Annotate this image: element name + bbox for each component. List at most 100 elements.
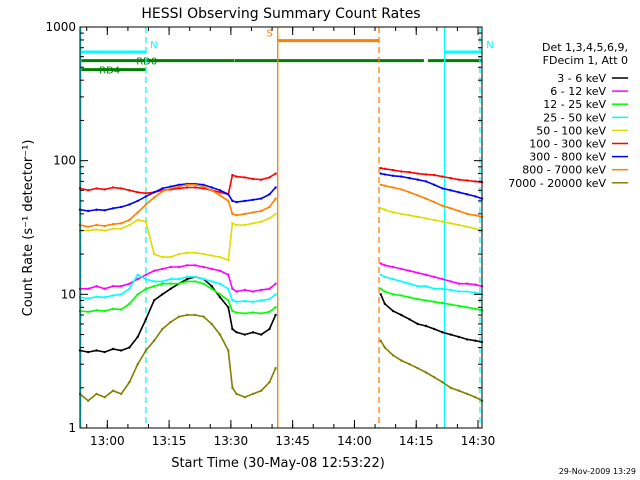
data-point (210, 285, 213, 288)
data-point (383, 264, 386, 267)
data-point (243, 199, 246, 203)
data-point (128, 203, 131, 206)
data-point (449, 207, 452, 210)
data-point (424, 173, 428, 176)
data-point (260, 220, 263, 223)
data-point (136, 277, 139, 281)
data-point (218, 191, 222, 194)
data-point (177, 265, 181, 269)
data-point (457, 389, 461, 392)
data-point (161, 187, 164, 190)
data-point (400, 267, 403, 271)
data-point (449, 386, 452, 389)
data-point (449, 303, 452, 306)
data-point (243, 312, 246, 315)
data-point (185, 251, 189, 254)
data-point (227, 199, 230, 203)
data-point (194, 280, 197, 283)
data-point (243, 176, 246, 179)
series-line (79, 276, 277, 353)
legend-entry-label: 6 - 12 keV (550, 85, 606, 98)
data-point (474, 180, 477, 183)
data-point (474, 307, 477, 310)
data-point (383, 275, 386, 279)
data-point (177, 277, 181, 281)
data-point (95, 295, 98, 298)
data-point (169, 282, 172, 285)
data-point (231, 173, 234, 177)
data-point (424, 197, 428, 200)
data-point (202, 282, 205, 285)
data-point (111, 285, 115, 288)
data-point (268, 205, 271, 209)
data-point (474, 339, 477, 342)
data-point (169, 320, 172, 324)
data-point (120, 349, 123, 352)
data-point (111, 223, 115, 226)
data-point (120, 285, 123, 288)
data-point (111, 307, 115, 310)
data-point (251, 300, 255, 303)
series-line (379, 293, 483, 343)
data-point (128, 287, 131, 290)
data-point (466, 225, 469, 228)
data-point (268, 327, 271, 331)
x-tick-label: 14:30 (461, 434, 496, 448)
data-point (128, 346, 131, 349)
data-point (260, 197, 263, 200)
data-point (120, 227, 123, 230)
legend-entry-label: 100 - 300 keV (529, 138, 606, 151)
data-point (185, 275, 189, 279)
data-point (379, 207, 382, 210)
data-point (400, 188, 403, 191)
data-point (416, 298, 419, 301)
data-point (383, 302, 386, 305)
data-point (231, 199, 234, 203)
data-point (441, 277, 444, 281)
data-point (87, 350, 90, 354)
data-point (243, 212, 246, 216)
data-point (202, 252, 205, 256)
data-point (400, 170, 403, 173)
series-line (80, 264, 277, 293)
data-point (433, 275, 436, 279)
data-point (408, 214, 411, 217)
data-point (449, 288, 452, 292)
data-point (391, 354, 395, 357)
data-point (260, 178, 263, 181)
data-point (474, 214, 477, 217)
data-point (152, 252, 156, 256)
data-point (379, 166, 382, 170)
data-point (103, 350, 106, 354)
data-point (144, 349, 148, 352)
data-point (169, 287, 172, 290)
data-point (274, 186, 277, 189)
data-point (161, 327, 164, 331)
data-point (95, 309, 98, 312)
data-point (161, 293, 164, 296)
data-point (433, 376, 436, 379)
series-line (380, 288, 483, 312)
data-point (218, 189, 222, 192)
data-point (424, 324, 428, 328)
data-point (433, 218, 436, 222)
data-point (457, 282, 461, 285)
data-point (136, 363, 139, 366)
data-point (227, 299, 230, 302)
data-point (136, 218, 139, 222)
data-point (379, 262, 382, 265)
data-point (128, 282, 131, 285)
data-point (120, 187, 123, 190)
data-point (260, 288, 263, 292)
series-line (79, 273, 277, 303)
x-axis-label: Start Time (30-May-08 12:53:22) (171, 456, 385, 471)
data-point (466, 212, 469, 216)
data-point (87, 310, 90, 313)
data-point (449, 222, 452, 225)
data-point (218, 293, 222, 296)
data-point (433, 173, 436, 177)
data-point (383, 208, 386, 211)
data-point (152, 285, 156, 288)
data-point (152, 269, 156, 272)
annotation-label: S (267, 29, 273, 40)
